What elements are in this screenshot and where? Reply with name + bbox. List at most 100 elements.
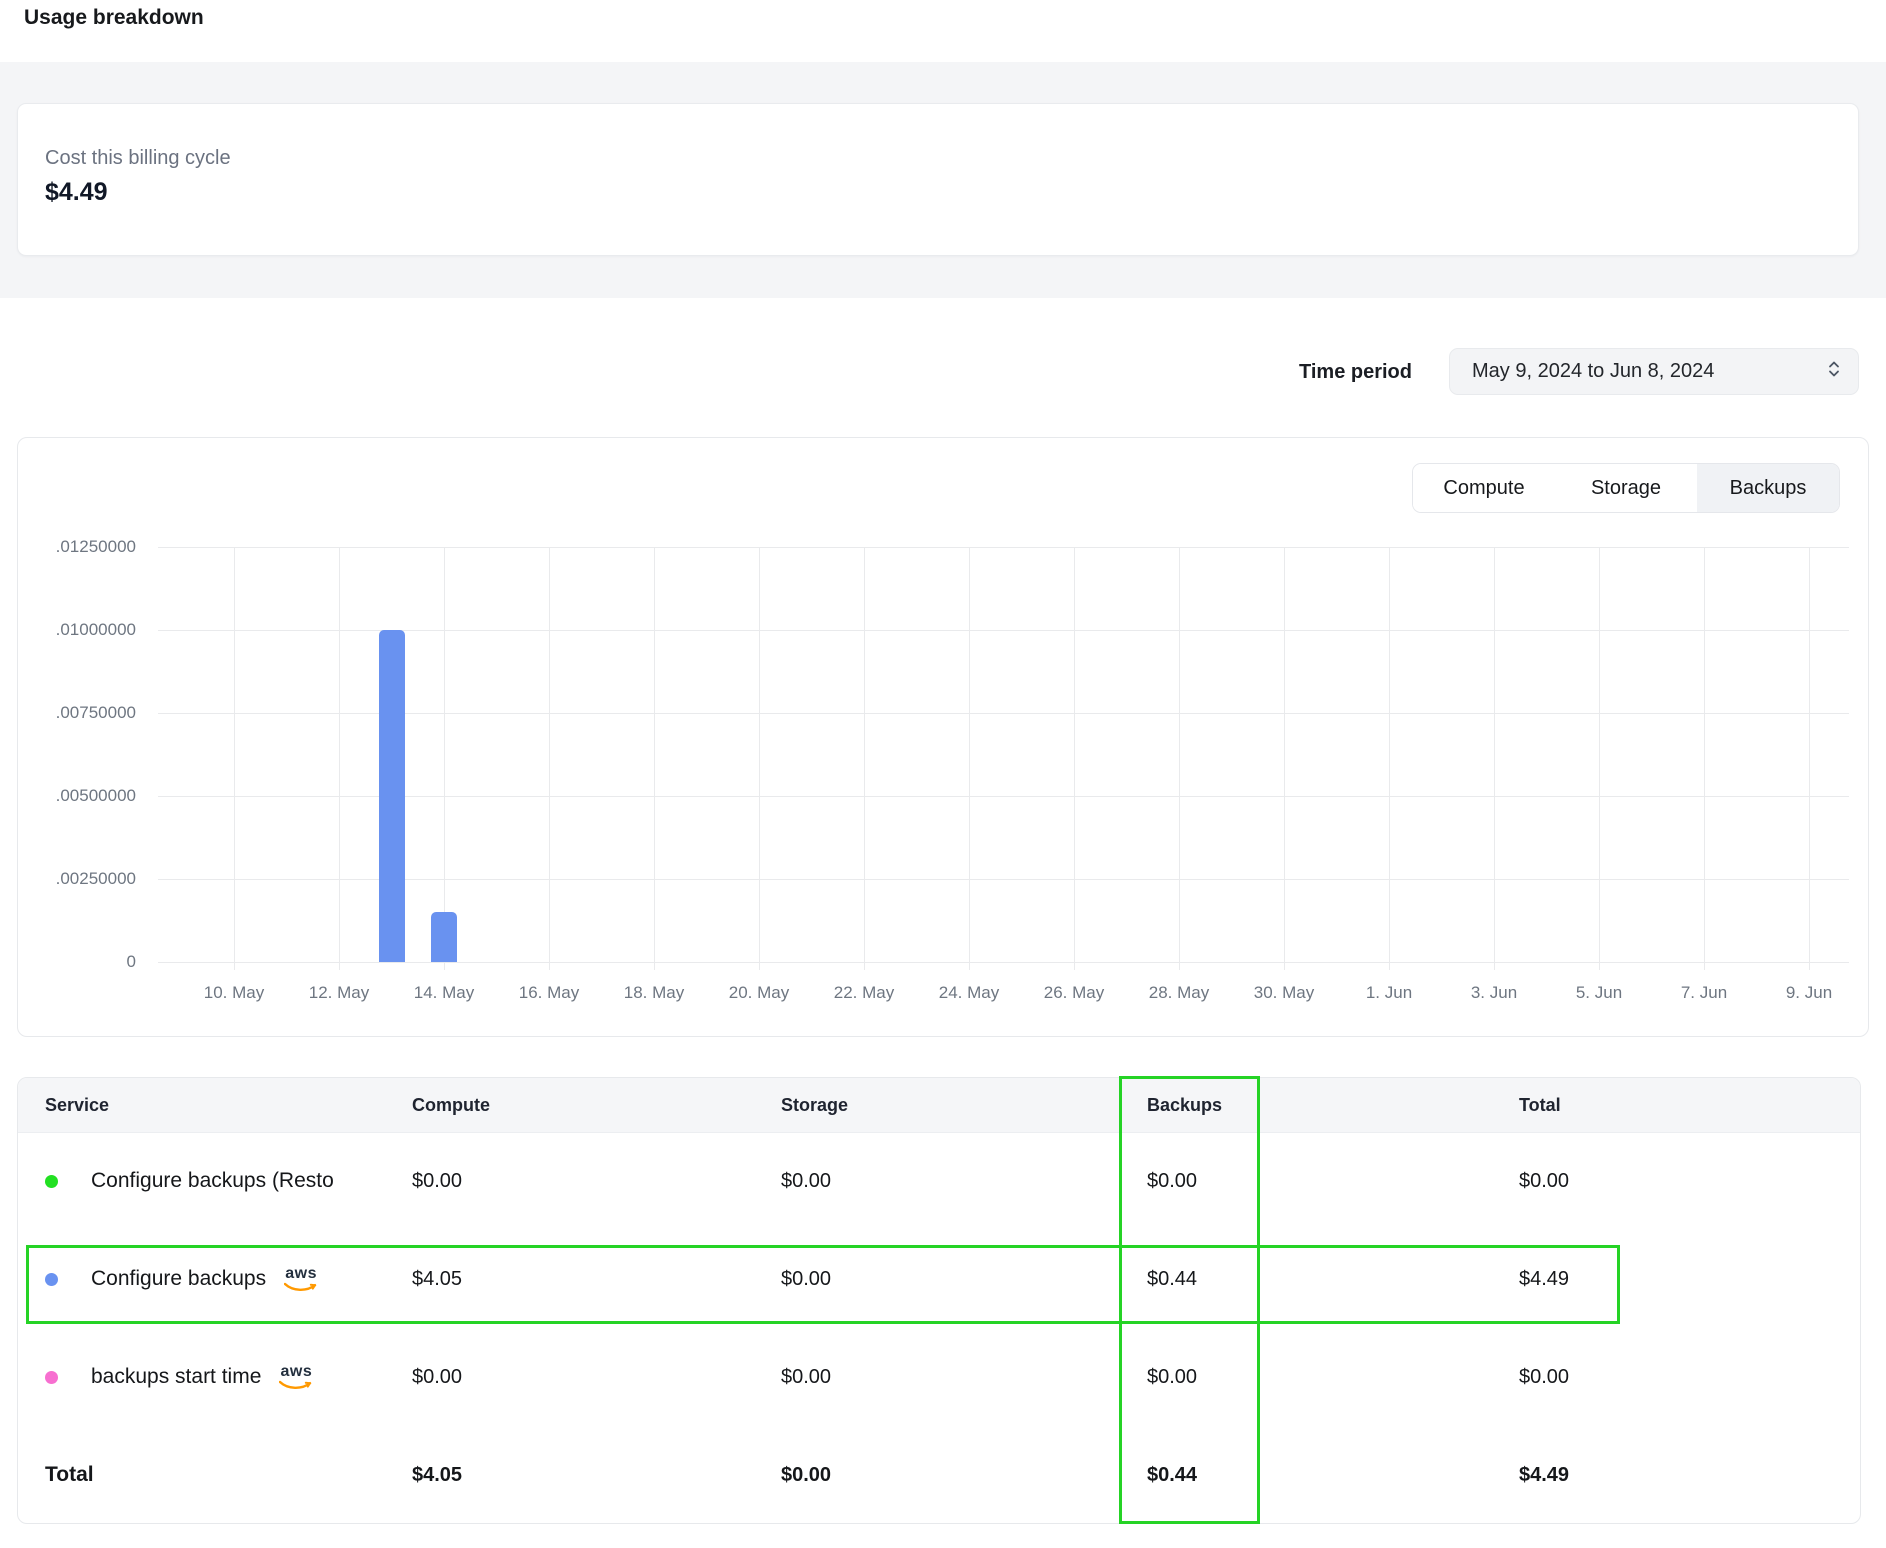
x-gridline: [1599, 547, 1600, 970]
chart-bar-14-May: [431, 912, 457, 962]
x-gridline: [1389, 547, 1390, 970]
aws-logo: aws: [284, 1265, 318, 1293]
aws-smile-icon: [284, 1282, 317, 1291]
x-gridline: [759, 547, 760, 970]
y-axis-tick-label: 0: [126, 952, 136, 971]
table-total-row: Total $4.05 $0.00 $0.44 $4.49: [18, 1426, 1860, 1523]
column-header-storage: Storage: [781, 1095, 849, 1115]
x-axis-tick-label: 1. Jun: [1365, 983, 1413, 1002]
column-header-total: Total: [1519, 1095, 1561, 1115]
usage-table-card: Service Compute Storage Backups Total Config…: [17, 1077, 1861, 1524]
x-gridline: [444, 547, 445, 970]
service-cell: backups start time aws: [45, 1328, 313, 1426]
compute-value: $0.00: [412, 1366, 463, 1388]
total-row-label: Total: [45, 1463, 94, 1486]
column-header-service: Service: [45, 1095, 110, 1115]
series-color-dot: [45, 1174, 58, 1188]
x-gridline: [549, 547, 550, 970]
total-backups-value: $0.44: [1147, 1464, 1198, 1486]
total-value: $0.00: [1519, 1170, 1570, 1192]
storage-value: $0.00: [781, 1170, 832, 1192]
service-name: backups start time: [91, 1365, 262, 1388]
total-value: $0.00: [1519, 1366, 1570, 1388]
series-color-dot: [45, 1370, 58, 1384]
x-axis-tick-label: 28. May: [1148, 983, 1210, 1002]
storage-value: $0.00: [781, 1366, 832, 1388]
x-axis-tick-label: 14. May: [413, 983, 475, 1002]
x-axis-tick-label: 24. May: [938, 983, 1000, 1002]
chart-bar-13-May: [378, 630, 405, 962]
total-value: $4.49: [1519, 1268, 1570, 1290]
service-name: Configure backups: [91, 1267, 267, 1290]
total-storage-value: $0.00: [781, 1464, 832, 1486]
series-color-dot: [45, 1272, 58, 1286]
cost-card-label: Cost this billing cycle: [45, 147, 231, 169]
x-axis-tick-label: 7. Jun: [1680, 983, 1728, 1002]
x-axis-tick-label: 5. Jun: [1575, 983, 1623, 1002]
y-axis-tick-label: .00250000: [55, 869, 136, 888]
x-axis-tick-label: 3. Jun: [1470, 983, 1518, 1002]
y-axis-tick-label: .01000000: [55, 620, 136, 639]
x-gridline: [1074, 547, 1075, 970]
x-axis-tick-label: 16. May: [518, 983, 580, 1002]
y-gridline: [158, 547, 1849, 548]
table-header-row: Service Compute Storage Backups Total: [18, 1078, 1860, 1133]
table-row: backups start time aws $0.00 $0.00 $0.00 $0.0…: [18, 1328, 1860, 1426]
total-compute-value: $4.05: [412, 1464, 463, 1486]
tab-storage[interactable]: Storage: [1555, 464, 1697, 512]
x-axis-tick-label: 22. May: [833, 983, 895, 1002]
service-cell: Configure backups (Resto: [45, 1132, 334, 1230]
y-gridline: [158, 879, 1849, 880]
x-gridline: [1494, 547, 1495, 970]
x-axis-tick-label: 18. May: [623, 983, 685, 1002]
service-name: Configure backups (Resto: [91, 1169, 334, 1192]
time-period-label: Time period: [1299, 361, 1412, 383]
x-gridline: [1704, 547, 1705, 970]
usage-chart-card: Compute Storage Backups .01250000 .01000000…: [17, 437, 1869, 1037]
aws-logo: aws: [279, 1363, 313, 1391]
time-period-select[interactable]: May 9, 2024 to Jun 8, 2024: [1449, 348, 1859, 395]
x-gridline: [864, 547, 865, 970]
x-gridline: [969, 547, 970, 970]
x-axis-tick-label: 26. May: [1043, 983, 1105, 1002]
cost-card-value: $4.49: [45, 178, 108, 206]
y-axis-tick-label: .01250000: [55, 537, 136, 556]
x-axis-tick-label: 9. Jun: [1785, 983, 1833, 1002]
compute-value: $0.00: [412, 1170, 463, 1192]
compute-value: $4.05: [412, 1268, 463, 1290]
time-period-value: May 9, 2024 to Jun 8, 2024: [1472, 360, 1715, 382]
tab-compute[interactable]: Compute: [1413, 464, 1555, 512]
column-header-compute: Compute: [412, 1095, 490, 1115]
y-axis-tick-label: .00500000: [55, 786, 136, 805]
x-gridline: [1284, 547, 1285, 970]
y-gridline: [158, 630, 1849, 631]
plot-area: .01250000 .01000000 .00750000 .00500000 .002…: [18, 438, 1868, 1036]
cost-card: Cost this billing cycle $4.49: [17, 103, 1859, 256]
storage-value: $0.00: [781, 1268, 832, 1290]
table-row: Configure backups aws $4.05 $0.00 $0.44 $4.49: [18, 1230, 1860, 1328]
backups-value: $0.44: [1147, 1268, 1198, 1290]
page-title: Usage breakdown: [24, 6, 204, 29]
x-gridline: [234, 547, 235, 970]
x-gridline: [339, 547, 340, 970]
x-gridline: [654, 547, 655, 970]
service-cell: Configure backups aws: [45, 1230, 318, 1328]
aws-smile-icon: [279, 1380, 312, 1389]
x-axis-tick-label: 20. May: [728, 983, 790, 1002]
tab-backups[interactable]: Backups: [1697, 464, 1839, 512]
backups-value: $0.00: [1147, 1366, 1198, 1388]
select-updown-icon: [1826, 357, 1842, 386]
y-gridline: [158, 713, 1849, 714]
column-header-backups: Backups: [1147, 1095, 1223, 1115]
y-axis-tick-label: .00750000: [55, 703, 136, 722]
x-gridline: [1809, 547, 1810, 970]
x-gridline: [1179, 547, 1180, 970]
backups-value: $0.00: [1147, 1170, 1198, 1192]
table-row: Configure backups (Resto $0.00 $0.00 $0.00 $…: [18, 1132, 1860, 1230]
x-axis-tick-label: 30. May: [1253, 983, 1315, 1002]
y-gridline: [158, 962, 1849, 963]
y-gridline: [158, 796, 1849, 797]
x-axis-tick-label: 12. May: [308, 983, 370, 1002]
summary-band: Cost this billing cycle $4.49: [0, 62, 1886, 298]
total-total-value: $4.49: [1519, 1464, 1570, 1486]
